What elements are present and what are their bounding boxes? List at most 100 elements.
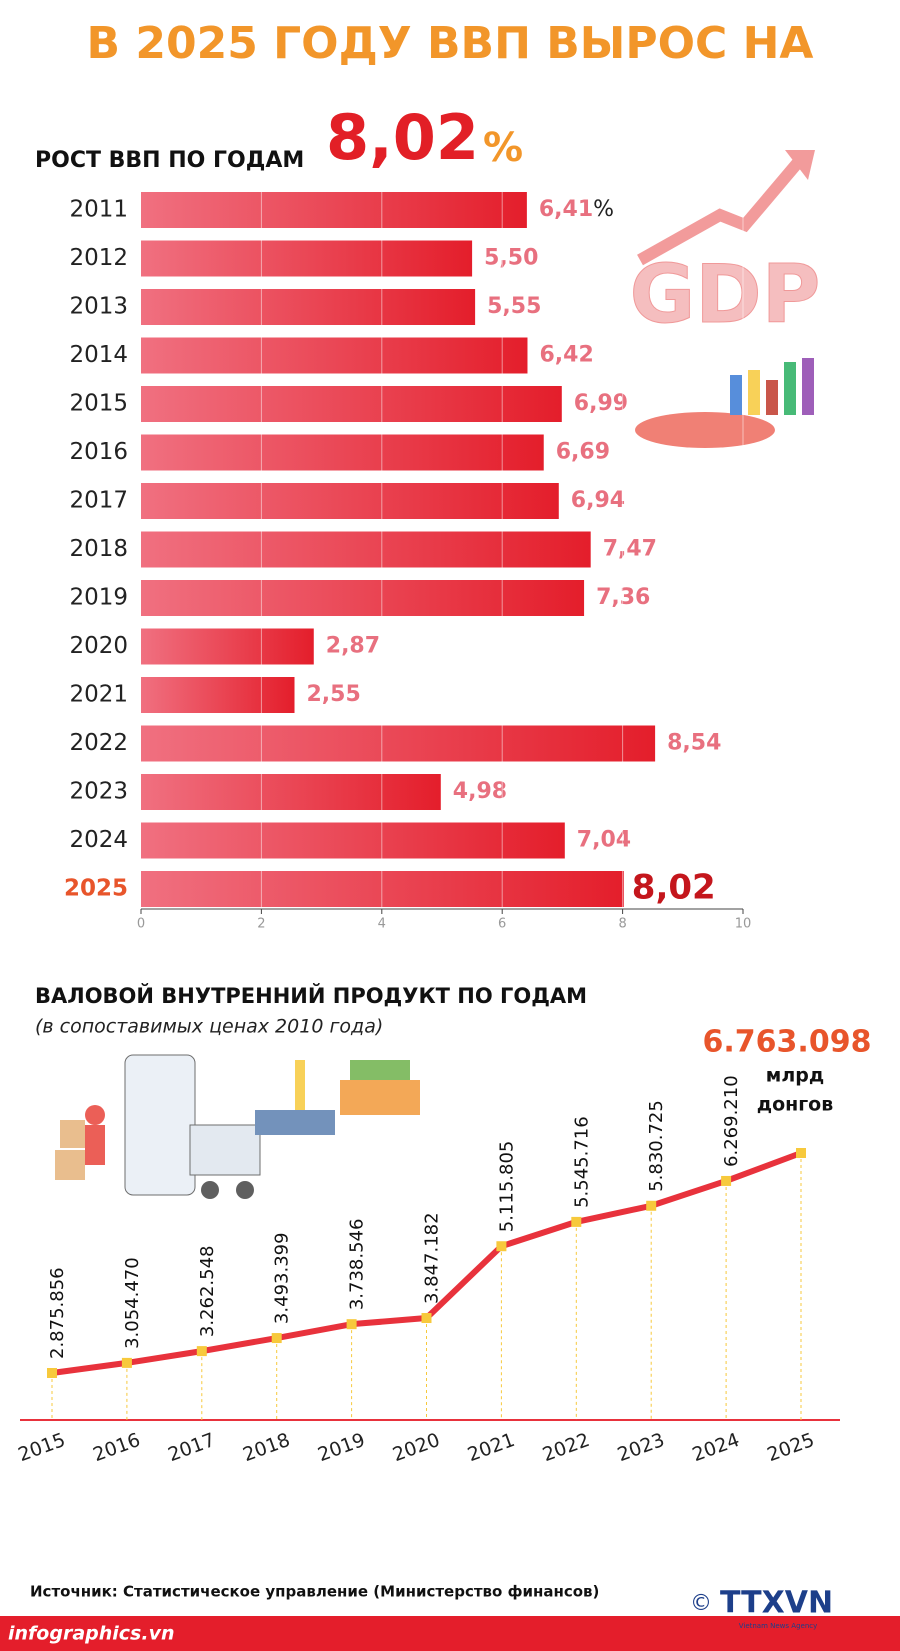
value-label: 6,94 [571,488,625,513]
year-label: 2023 [615,1429,668,1466]
category-label: 2014 [69,342,128,368]
point [196,1346,207,1357]
value-label: 3.738.546 [347,1219,368,1311]
category-label: 2022 [69,730,128,756]
line-chart-subtitle: (в сопоставимых ценах 2010 года) [35,1016,383,1038]
category-label: 2013 [69,294,128,320]
year-label: 2018 [240,1429,293,1466]
bar [141,289,476,325]
category-label: 2020 [69,633,128,659]
category-label: 2012 [69,245,128,271]
bar [141,725,656,762]
bar [141,531,591,568]
x-tick-label: 8 [618,917,626,932]
bar [141,192,527,228]
value-label: 7,36 [596,585,650,610]
category-label: 2016 [69,439,128,465]
value-label: 3.493.399 [272,1232,293,1324]
bar [141,774,441,810]
point [721,1175,732,1186]
bar [141,871,624,907]
category-label: 2018 [69,536,128,562]
value-label: 2,87 [326,634,380,659]
value-label: 6,41% [539,197,614,222]
bar [141,628,314,665]
bar [141,580,585,616]
bar-chart-title: РОСТ ВВП ПО ГОДАМ [35,148,304,173]
value-label: 2.875.856 [47,1267,68,1359]
year-label: 2025 [764,1429,817,1466]
value-label: 6.763.098 [703,1025,872,1060]
x-tick-label: 10 [735,917,752,932]
x-tick-label: 4 [378,917,386,932]
year-label: 2022 [540,1429,593,1466]
point [421,1313,432,1324]
value-unit: % [593,197,614,222]
x-tick-label: 0 [137,917,145,932]
value-label: 6,69 [556,440,610,465]
year-label: 2015 [15,1429,68,1466]
value-label: 3.054.470 [122,1257,143,1349]
year-label: 2019 [315,1429,368,1466]
bar [141,677,295,713]
site-name: infographics.vn [8,1623,175,1645]
svg-text:GDP: GDP [630,248,821,341]
value-label: 5,50 [484,246,538,271]
category-label: 2019 [69,585,128,611]
category-label: 2025 [64,876,128,902]
value-label: 7,47 [603,537,657,562]
value-label: 5.830.725 [646,1100,667,1192]
value-label: 8,02 [632,868,716,908]
headline-unit: % [483,125,523,171]
headline-number: 8,02 [326,101,479,174]
source-note: Источник: Статистическое управление (Мин… [30,1583,599,1601]
logistics-illustration [55,1054,420,1199]
year-label: 2024 [689,1429,742,1466]
point [47,1368,57,1378]
agency-sub: Vietnam News Agency [739,1622,818,1630]
value-label: 6,99 [574,391,628,416]
point [571,1216,582,1227]
bar [141,483,559,519]
x-tick-label: 2 [257,917,265,932]
value-label: 8,54 [667,731,721,756]
bar [141,434,544,471]
year-label: 2016 [90,1429,143,1466]
point [271,1333,282,1344]
point [646,1200,657,1211]
category-label: 2015 [69,391,128,417]
point [796,1148,806,1158]
page-title: В 2025 ГОДУ ВВП ВЫРОС НА [87,18,814,69]
value-label: 5.115.805 [496,1141,517,1233]
value-label: 7,04 [577,828,631,853]
unit-label: донгов [757,1094,834,1116]
point [346,1319,357,1330]
bar [141,337,528,374]
value-label: 2,55 [307,682,361,707]
category-label: 2023 [69,779,128,805]
value-label: 3.847.182 [422,1212,443,1304]
point [121,1357,132,1368]
point [496,1241,507,1252]
value-label: 5,55 [487,294,541,319]
category-label: 2011 [69,197,128,223]
year-label: 2020 [390,1429,443,1466]
footer-bar [0,1616,900,1651]
bar [141,240,473,277]
value-label: 5.545.716 [571,1116,592,1208]
line-chart-title: ВАЛОВОЙ ВНУТРЕННИЙ ПРОДУКТ ПО ГОДАМ [35,983,587,1008]
value-label: 4,98 [453,779,507,804]
category-label: 2017 [69,488,128,514]
year-label: 2017 [165,1429,218,1466]
copyright: © [690,1591,712,1616]
value-label: 3.262.548 [197,1246,218,1338]
year-label: 2021 [465,1429,518,1466]
category-label: 2024 [69,827,128,853]
unit-label: млрд [766,1065,824,1087]
bar [141,822,565,859]
x-tick-label: 6 [498,917,506,932]
category-label: 2021 [69,682,128,708]
bar [141,386,562,422]
value-label: 6.269.210 [721,1075,742,1167]
